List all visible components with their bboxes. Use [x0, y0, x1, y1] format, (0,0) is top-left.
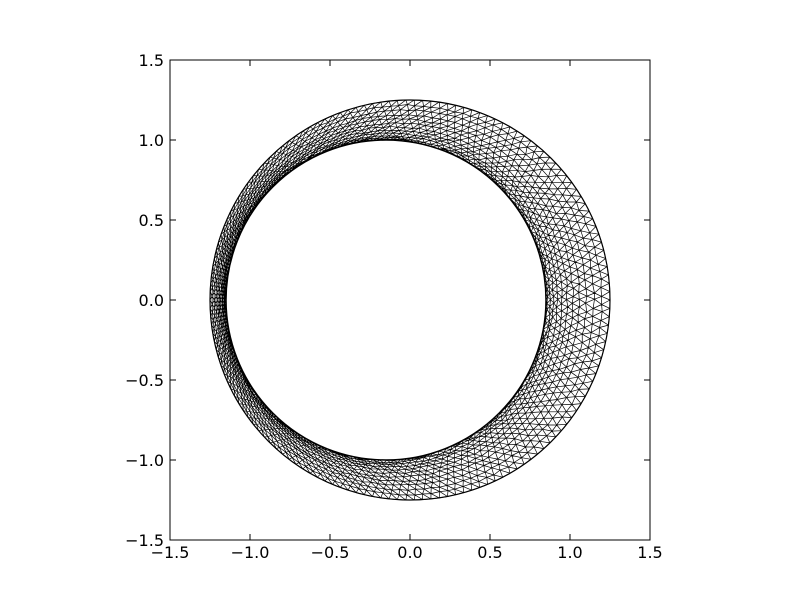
tick-labels: −1.5 −1.0 −0.5 0.0 0.5 1.0 1.5 1.5 1.0 0.5 0.0 −0.5…: [125, 51, 663, 562]
inner-boundary: [225, 139, 547, 461]
x-tick-label: 0.5: [477, 543, 502, 562]
x-tick-label: −1.5: [151, 543, 190, 562]
axis-ticks: [169, 59, 651, 541]
y-tick-label: −0.5: [125, 371, 164, 390]
x-tick-label: 1.0: [557, 543, 582, 562]
triangle-mesh: [209, 99, 611, 501]
y-tick-label: 1.5: [139, 51, 164, 70]
outer-boundary: [209, 99, 611, 501]
y-tick-label: 0.0: [139, 291, 164, 310]
x-tick-label: 1.5: [637, 543, 662, 562]
x-tick-label: 0.0: [397, 543, 422, 562]
y-tick-label: −1.0: [125, 451, 164, 470]
x-tick-label: −0.5: [311, 543, 350, 562]
y-tick-label: −1.5: [125, 531, 164, 550]
y-tick-label: 1.0: [139, 131, 164, 150]
y-tick-label: 0.5: [139, 211, 164, 230]
x-tick-label: −1.0: [231, 543, 270, 562]
